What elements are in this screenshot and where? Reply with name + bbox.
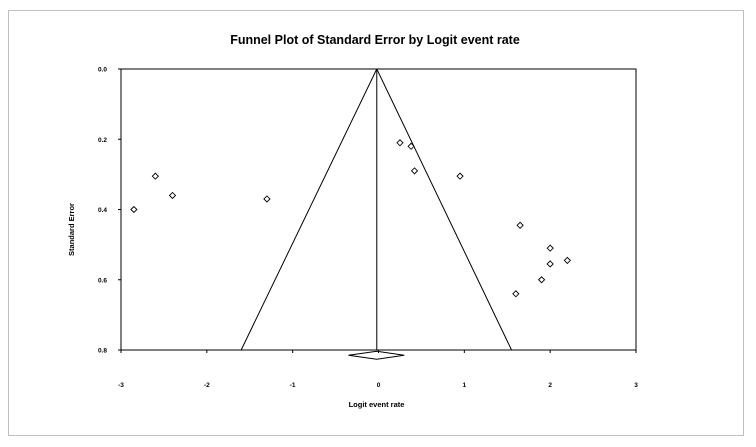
x-axis-ticks: -3 -2 -1 0 1 2 3 <box>118 350 638 389</box>
study-point <box>546 260 554 268</box>
x-tick-label: 1 <box>463 382 467 389</box>
funnel-layer <box>240 68 512 360</box>
summary-diamond <box>348 350 405 360</box>
x-tick-label: 0 <box>377 382 381 389</box>
plot-area <box>120 68 637 351</box>
study-point <box>130 205 138 214</box>
study-point <box>546 244 554 252</box>
study-point <box>516 221 524 229</box>
funnel-plot: Funnel Plot of Standard Error by Logit e… <box>67 33 638 409</box>
y-tick-label: 0.4 <box>98 207 107 214</box>
study-point <box>396 139 404 147</box>
y-tick-label: 0.2 <box>98 137 107 144</box>
funnel-line-left <box>240 68 378 351</box>
study-point <box>537 276 546 284</box>
points-layer <box>130 139 571 298</box>
x-tick-label: -1 <box>290 382 296 389</box>
study-point <box>407 142 415 150</box>
study-point <box>168 191 177 200</box>
y-axis-label: Standard Error <box>67 203 76 256</box>
y-tick-label: 0.0 <box>98 67 107 74</box>
x-tick-label: 3 <box>634 382 638 389</box>
study-point <box>563 256 571 265</box>
y-tick-label: 0.6 <box>98 277 107 284</box>
x-tick-label: -2 <box>204 382 210 389</box>
x-axis-label: Logit event rate <box>349 400 405 409</box>
study-point <box>456 172 464 180</box>
study-point <box>410 167 419 175</box>
study-point <box>263 195 271 203</box>
y-axis-ticks: 0.0 0.2 0.4 0.6 0.8 <box>98 67 121 355</box>
study-point <box>151 172 159 180</box>
study-point <box>512 290 520 298</box>
chart-frame: Funnel Plot of Standard Error by Logit e… <box>8 10 744 436</box>
x-tick-label: -3 <box>118 382 124 389</box>
funnel-line-right <box>376 68 512 351</box>
x-tick-label: 2 <box>548 382 552 389</box>
chart-title: Funnel Plot of Standard Error by Logit e… <box>230 33 520 47</box>
y-tick-label: 0.8 <box>98 348 107 355</box>
